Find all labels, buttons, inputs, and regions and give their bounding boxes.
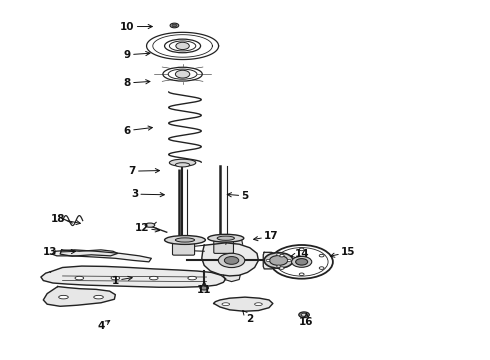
Ellipse shape bbox=[295, 258, 308, 265]
Text: 16: 16 bbox=[299, 313, 314, 327]
Ellipse shape bbox=[292, 256, 312, 267]
Polygon shape bbox=[202, 243, 258, 276]
Ellipse shape bbox=[277, 265, 281, 267]
Ellipse shape bbox=[279, 267, 284, 269]
Ellipse shape bbox=[266, 260, 270, 261]
Ellipse shape bbox=[172, 24, 177, 27]
Ellipse shape bbox=[188, 276, 196, 280]
Text: 10: 10 bbox=[120, 22, 152, 32]
Text: 11: 11 bbox=[197, 282, 211, 295]
Text: 18: 18 bbox=[50, 214, 80, 225]
Ellipse shape bbox=[217, 236, 234, 240]
Ellipse shape bbox=[170, 159, 196, 166]
Polygon shape bbox=[226, 236, 243, 244]
Ellipse shape bbox=[149, 276, 158, 280]
Ellipse shape bbox=[299, 248, 304, 251]
Polygon shape bbox=[60, 250, 118, 256]
Ellipse shape bbox=[75, 276, 84, 280]
Ellipse shape bbox=[170, 23, 179, 28]
Text: 1: 1 bbox=[112, 275, 132, 285]
Ellipse shape bbox=[200, 286, 209, 290]
Ellipse shape bbox=[165, 235, 205, 244]
Text: 15: 15 bbox=[330, 247, 355, 257]
Ellipse shape bbox=[270, 256, 288, 265]
Text: 17: 17 bbox=[254, 231, 279, 242]
Ellipse shape bbox=[145, 223, 155, 227]
Polygon shape bbox=[41, 266, 226, 287]
FancyBboxPatch shape bbox=[172, 238, 195, 255]
Polygon shape bbox=[43, 287, 115, 306]
Text: 7: 7 bbox=[128, 166, 160, 176]
Ellipse shape bbox=[175, 70, 190, 78]
Ellipse shape bbox=[299, 273, 304, 276]
Text: 12: 12 bbox=[135, 222, 160, 233]
Ellipse shape bbox=[279, 254, 284, 257]
Ellipse shape bbox=[224, 257, 239, 264]
FancyBboxPatch shape bbox=[214, 238, 233, 253]
Polygon shape bbox=[52, 250, 151, 262]
Ellipse shape bbox=[301, 313, 307, 316]
Ellipse shape bbox=[111, 276, 120, 280]
Polygon shape bbox=[223, 275, 240, 282]
Ellipse shape bbox=[94, 295, 103, 299]
Ellipse shape bbox=[59, 295, 68, 299]
Ellipse shape bbox=[319, 254, 324, 257]
Text: 9: 9 bbox=[124, 50, 150, 60]
Text: 3: 3 bbox=[131, 189, 164, 199]
Ellipse shape bbox=[255, 303, 262, 306]
Ellipse shape bbox=[219, 253, 245, 267]
Ellipse shape bbox=[277, 254, 281, 256]
Text: 5: 5 bbox=[227, 191, 248, 201]
Ellipse shape bbox=[208, 234, 244, 242]
Ellipse shape bbox=[287, 260, 291, 261]
Text: 4: 4 bbox=[97, 320, 110, 332]
Text: 8: 8 bbox=[124, 78, 150, 88]
Polygon shape bbox=[214, 297, 273, 311]
Polygon shape bbox=[263, 252, 276, 269]
Text: 14: 14 bbox=[291, 249, 310, 259]
Ellipse shape bbox=[176, 42, 189, 50]
Ellipse shape bbox=[264, 253, 293, 268]
Ellipse shape bbox=[299, 312, 309, 318]
Ellipse shape bbox=[222, 303, 230, 306]
Ellipse shape bbox=[319, 267, 324, 269]
Text: 13: 13 bbox=[43, 247, 75, 257]
Text: 6: 6 bbox=[124, 126, 152, 136]
Text: 2: 2 bbox=[243, 311, 253, 324]
Ellipse shape bbox=[175, 163, 190, 167]
Ellipse shape bbox=[175, 238, 195, 242]
